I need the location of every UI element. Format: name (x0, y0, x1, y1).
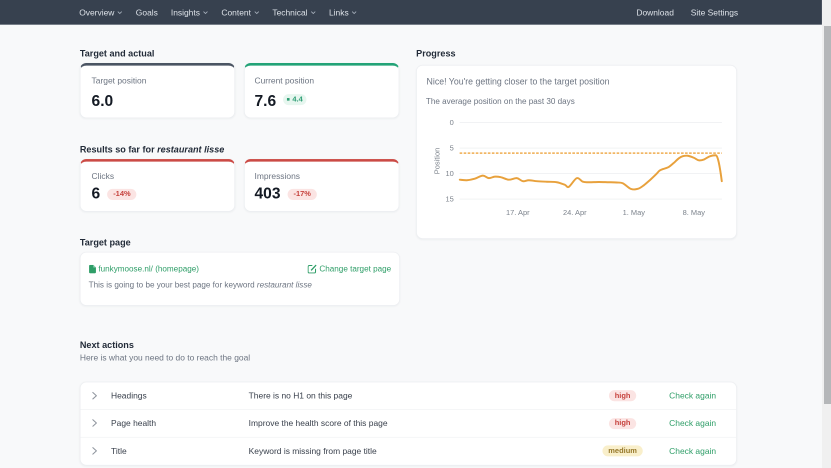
svg-text:8. May: 8. May (683, 208, 706, 217)
svg-text:5: 5 (450, 144, 454, 153)
svg-text:Position: Position (433, 148, 442, 175)
svg-text:15: 15 (446, 195, 454, 204)
svg-text:10: 10 (446, 169, 454, 178)
svg-text:0: 0 (450, 118, 454, 127)
svg-text:1. May: 1. May (623, 208, 646, 217)
svg-text:24. Apr: 24. Apr (563, 208, 587, 217)
svg-text:17. Apr: 17. Apr (506, 208, 530, 217)
